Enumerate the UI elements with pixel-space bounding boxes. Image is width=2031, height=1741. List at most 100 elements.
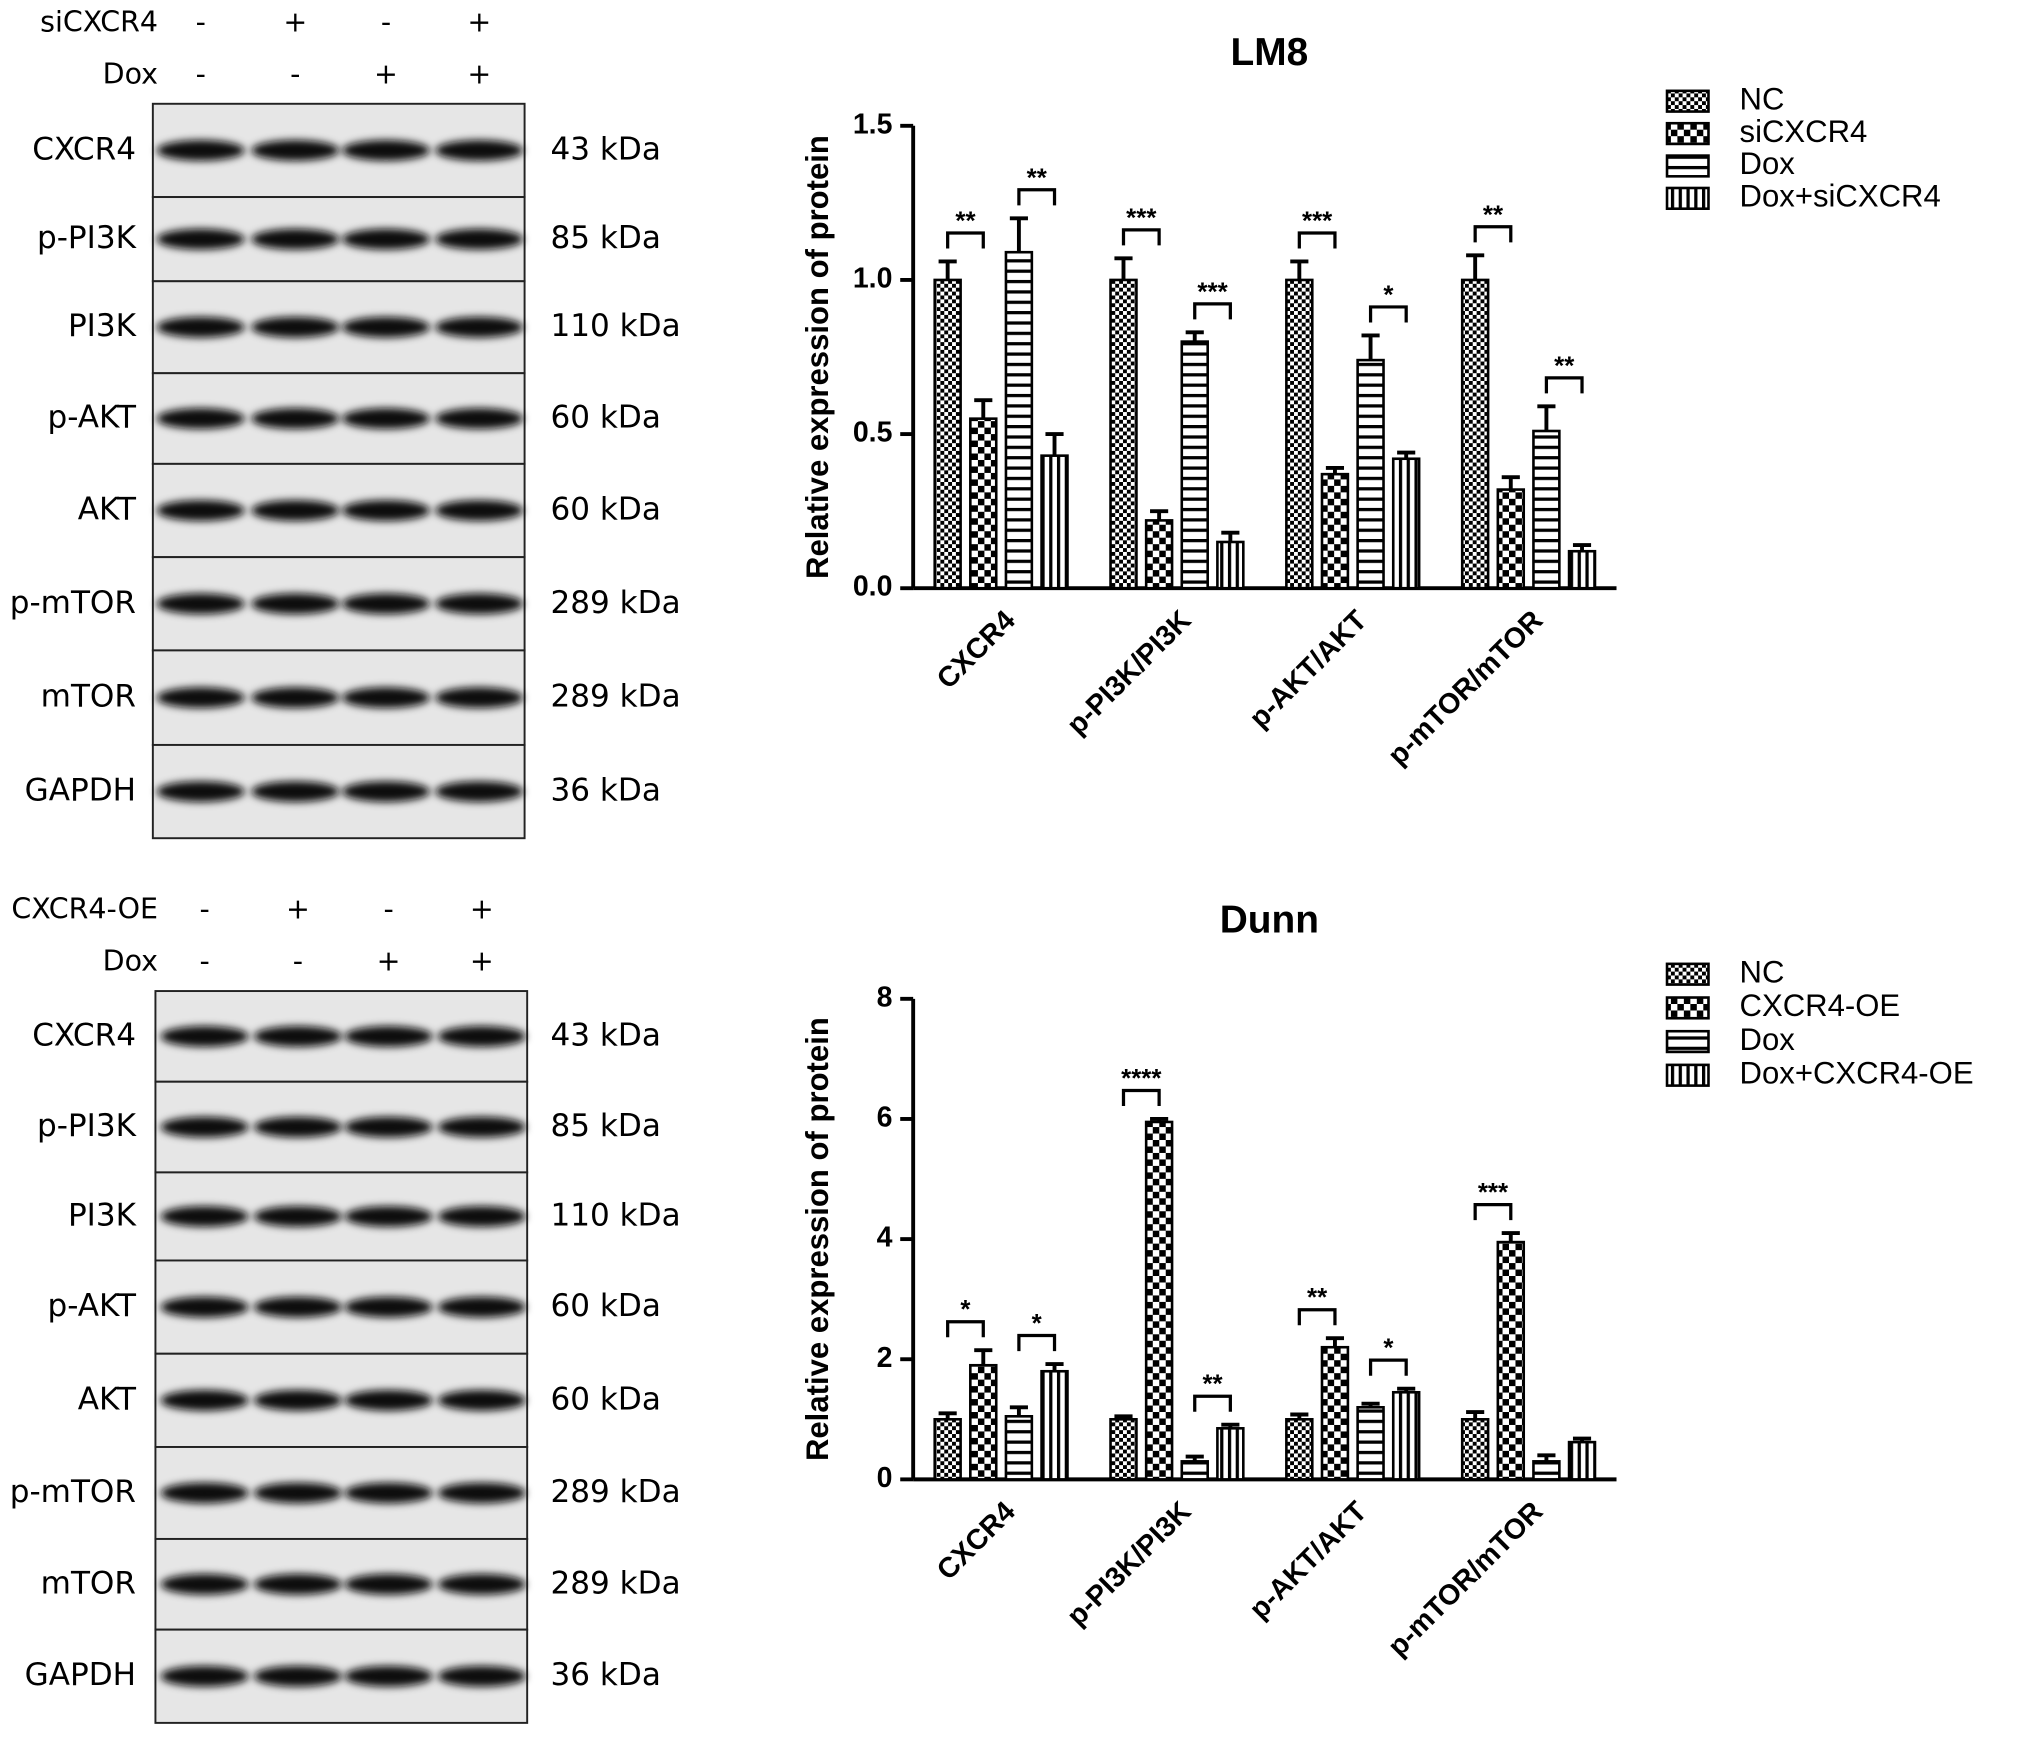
significance-bracket <box>1297 1308 1337 1326</box>
bar <box>1356 1405 1385 1481</box>
treatment-sign: + <box>470 893 494 926</box>
blot-band <box>160 1389 249 1411</box>
error-bar <box>1045 1362 1064 1372</box>
blot-band <box>437 1206 526 1227</box>
y-tick-label: 1.0 <box>853 262 893 294</box>
significance-bracket <box>1017 1333 1057 1352</box>
error-bar <box>1537 1453 1556 1462</box>
protein-label: AKT <box>78 1381 137 1417</box>
blot-band <box>341 687 431 709</box>
x-tick-label: CXCR4 <box>931 1495 1022 1586</box>
bar <box>1532 429 1561 590</box>
legend-swatch <box>1665 89 1710 113</box>
error-bar <box>1009 216 1028 253</box>
blot-band <box>253 1116 342 1138</box>
x-tick-label: p-mTOR/mTOR <box>1382 604 1549 771</box>
blot-band <box>156 593 245 615</box>
error-bar <box>1537 404 1556 431</box>
blot-band <box>156 687 245 709</box>
blot-band <box>435 140 524 161</box>
protein-label: p-mTOR <box>10 585 136 621</box>
protein-label: p-PI3K <box>37 220 138 256</box>
significance-label: *** <box>1478 1179 1509 1207</box>
bar <box>1285 1418 1314 1481</box>
significance-label: * <box>960 1296 971 1324</box>
significance-label: ** <box>1483 201 1504 229</box>
y-axis-label: Relative expression of protein <box>800 1017 835 1461</box>
bar <box>1109 278 1138 590</box>
legend-label: siCXCR4 <box>1740 114 1868 149</box>
bar <box>1532 1460 1561 1481</box>
significance-bracket <box>1368 1358 1408 1376</box>
protein-label: mTOR <box>41 679 136 715</box>
legend-swatch <box>1665 121 1710 146</box>
blot-band <box>435 316 524 338</box>
size-label: 289 kDa <box>550 585 680 621</box>
y-tick-label: 0.5 <box>853 417 893 449</box>
bar <box>933 1418 962 1481</box>
legend-label: Dox+CXCR4-OE <box>1740 1055 1974 1090</box>
bar <box>1180 1460 1209 1481</box>
error-bar <box>1466 1410 1485 1420</box>
x-tick-label: p-AKT/AKT <box>1243 604 1373 734</box>
protein-label: p-mTOR <box>10 1474 136 1510</box>
size-label: 60 kDa <box>550 1381 660 1417</box>
error-bar <box>1290 259 1309 280</box>
blot-band <box>156 228 245 250</box>
error-bar <box>1397 1386 1416 1393</box>
treatment-sign: - <box>290 57 300 90</box>
y-tick-label: 1.5 <box>853 108 893 140</box>
x-tick-label: p-AKT/AKT <box>1243 1495 1373 1625</box>
blot-band <box>251 593 340 615</box>
significance-bracket <box>1121 1088 1161 1107</box>
bar <box>1567 549 1597 590</box>
blot-band <box>156 781 245 802</box>
treatment-label: CXCR4-OE <box>11 893 158 926</box>
blot-band <box>437 1389 526 1411</box>
bar <box>933 278 962 590</box>
bar <box>969 1363 998 1481</box>
error-bar <box>1185 330 1204 342</box>
protein-label: PI3K <box>68 1197 138 1233</box>
treatment-sign: - <box>383 893 393 926</box>
chart-title: Dunn <box>1220 899 1319 942</box>
blot-band <box>435 593 524 615</box>
error-bar <box>1185 1454 1204 1462</box>
blot-band <box>344 1665 433 1687</box>
blot-band <box>435 408 524 429</box>
significance-bracket <box>1368 305 1408 323</box>
size-label: 36 kDa <box>550 773 660 809</box>
error-bar <box>1221 1422 1240 1429</box>
treatment-sign: + <box>374 57 398 90</box>
treatment-sign: + <box>377 945 401 978</box>
blot-band <box>344 1206 433 1227</box>
blot-band <box>253 1665 342 1687</box>
bar <box>1391 457 1421 590</box>
treatment-sign: - <box>200 893 210 926</box>
treatment-sign: - <box>196 57 206 90</box>
bar <box>1180 340 1209 590</box>
blot-band <box>156 140 245 161</box>
error-bar <box>1572 1436 1592 1443</box>
significance-label: * <box>1032 1310 1043 1338</box>
error-bar <box>938 1411 957 1420</box>
size-label: 289 kDa <box>550 1565 680 1601</box>
protein-label: p-PI3K <box>37 1108 138 1144</box>
error-bar <box>1150 1117 1169 1122</box>
treatment-sign: + <box>470 945 494 978</box>
legend-label: NC <box>1740 81 1785 116</box>
legend-swatch <box>1665 962 1710 986</box>
protein-label: CXCR4 <box>32 131 136 167</box>
blot-band <box>344 1296 433 1318</box>
blot-band <box>435 781 524 802</box>
bar <box>1285 278 1314 590</box>
blot-band <box>160 1116 249 1138</box>
y-tick-label: 4 <box>877 1222 893 1254</box>
bar <box>1320 1345 1350 1481</box>
blot-band <box>253 1296 342 1318</box>
y-tick-label: 0.0 <box>853 571 893 603</box>
bar <box>1496 1240 1526 1481</box>
size-label: 60 kDa <box>550 1288 660 1324</box>
blot-band <box>341 593 431 615</box>
